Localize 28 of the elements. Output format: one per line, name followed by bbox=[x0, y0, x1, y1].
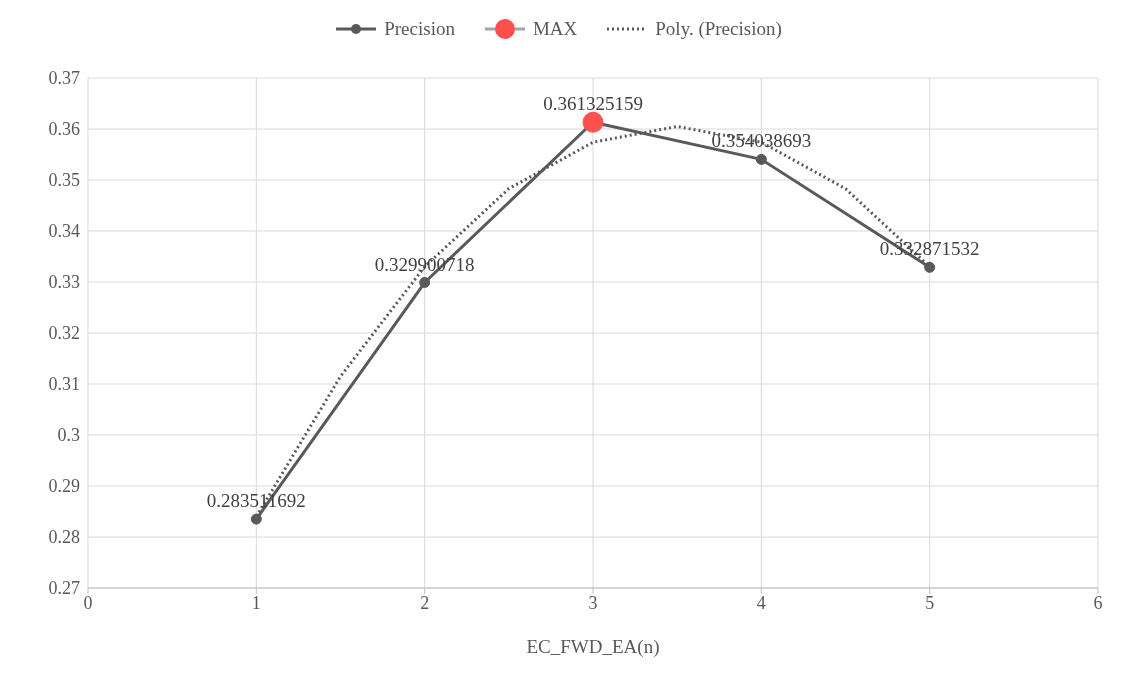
y-tick-label: 0.3 bbox=[57, 425, 80, 446]
y-tick-label: 0.35 bbox=[48, 170, 80, 191]
legend-label: MAX bbox=[532, 18, 578, 40]
y-tick-label: 0.33 bbox=[48, 272, 80, 293]
y-tick-label: 0.36 bbox=[48, 119, 80, 140]
x-tick-label: 4 bbox=[756, 592, 766, 613]
x-tick-label: 1 bbox=[251, 592, 261, 613]
y-tick-label: 0.27 bbox=[48, 578, 80, 599]
y-tick-label: 0.34 bbox=[48, 221, 80, 242]
y-tick-label: 0.28 bbox=[48, 527, 80, 548]
x-tick-label: 3 bbox=[588, 592, 598, 613]
point bbox=[419, 277, 431, 289]
x-tick-label: 5 bbox=[925, 592, 935, 613]
point bbox=[250, 513, 262, 525]
point bbox=[582, 111, 604, 133]
x-tick-label: 2 bbox=[420, 592, 430, 613]
y-tick-label: 0.32 bbox=[48, 323, 80, 344]
data-label: 0.361325159 bbox=[543, 93, 643, 115]
x-axis-title: EC_FWD_EA(n) bbox=[526, 636, 660, 658]
legend-label: Poly. (Precision) bbox=[655, 18, 782, 40]
legend-label: Precision bbox=[384, 18, 455, 40]
point bbox=[924, 261, 936, 273]
y-tick-label: 0.29 bbox=[48, 476, 80, 497]
x-tick-label: 6 bbox=[1093, 592, 1103, 613]
y-tick-label: 0.37 bbox=[48, 68, 80, 89]
point bbox=[755, 153, 767, 165]
y-tick-label: 0.31 bbox=[48, 374, 80, 395]
x-tick-label: 0 bbox=[83, 592, 93, 613]
